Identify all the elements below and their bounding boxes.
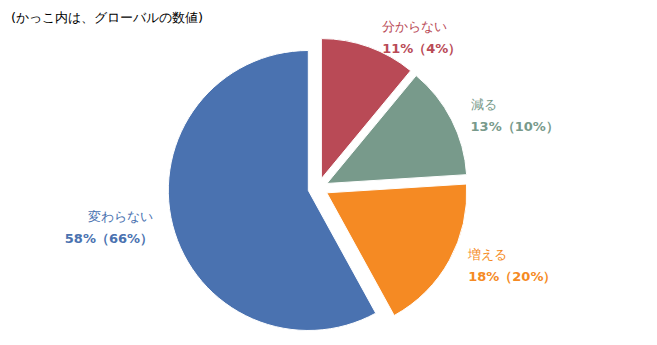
svg-text:分からない: 分からない [382, 19, 447, 34]
svg-text:変わらない: 変わらない [88, 209, 153, 224]
svg-text:58%（66%）: 58%（66%） [65, 231, 153, 246]
svg-text:減る: 減る [471, 97, 497, 112]
svg-text:11%（4%）: 11%（4%） [382, 41, 461, 56]
svg-text:13%（10%）: 13%（10%） [471, 119, 559, 134]
svg-text:(かっこ内は、グローバルの数値): (かっこ内は、グローバルの数値) [11, 10, 203, 25]
svg-text:18%（20%）: 18%（20%） [468, 269, 556, 284]
svg-text:増える: 増える [467, 247, 507, 262]
